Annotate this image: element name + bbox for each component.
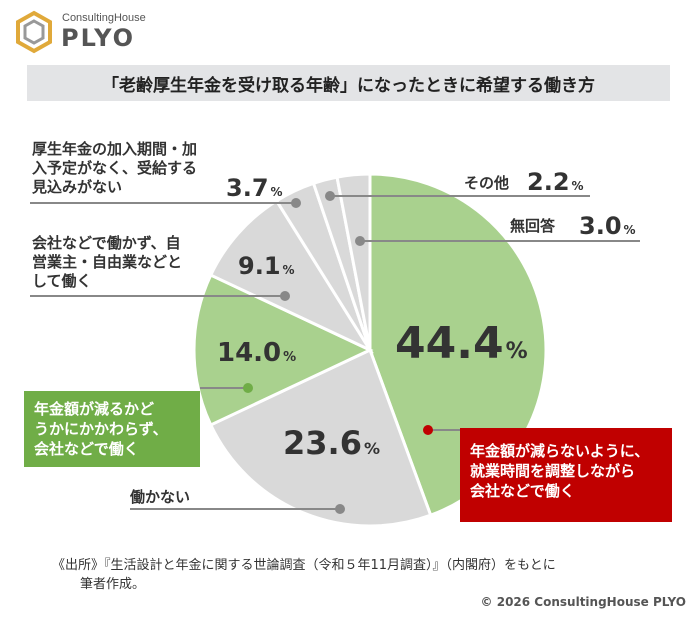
leader-dot-s0 bbox=[423, 425, 433, 435]
category-label-s6: 無回答 bbox=[510, 217, 556, 235]
hexagon-logo-icon bbox=[16, 10, 52, 54]
source-note: 《出所》『生活設計と年金に関する世論調査（令和５年11月調査）』（内閣府）をもと… bbox=[52, 556, 672, 594]
label-line: して働く bbox=[32, 272, 92, 290]
label-line: 就業時間を調整しながら bbox=[470, 462, 636, 480]
pct-unit: % bbox=[283, 350, 297, 365]
pct-label-s4: 3.7% bbox=[226, 174, 283, 202]
pct-value-s1: 23.6 bbox=[283, 424, 362, 462]
pie-slice-1 bbox=[208, 347, 433, 528]
category-label-s5: その他 bbox=[464, 174, 510, 192]
pct-label-s2: 14.0% bbox=[217, 338, 296, 368]
pct-label-s6: 3.0% bbox=[579, 212, 636, 240]
category-label-s4: 厚生年金の加入期間・加 入予定がなく、受給する 見込みがない bbox=[32, 140, 197, 197]
leader-dot-s4 bbox=[291, 198, 301, 208]
category-label-s1: 働かない bbox=[130, 488, 191, 506]
label-line: 見込みがない bbox=[32, 178, 123, 196]
label-line: 会社などで働く bbox=[470, 482, 575, 500]
leader-dot-s2 bbox=[243, 383, 253, 393]
pct-unit: % bbox=[363, 439, 380, 458]
label-line: うかにかかわらず、 bbox=[34, 420, 168, 438]
pct-value-s5: 2.2 bbox=[527, 168, 570, 196]
category-label-s3: 会社などで働かず、自 営業主・自由業などと して働く bbox=[32, 234, 182, 291]
pct-unit: % bbox=[270, 185, 283, 199]
pie-slice-6 bbox=[335, 172, 372, 351]
pct-label-s3: 9.1% bbox=[238, 252, 295, 280]
leader-dot-s6 bbox=[355, 236, 365, 246]
pct-unit: % bbox=[623, 223, 636, 237]
label-line: 年金額が減るかど bbox=[34, 400, 155, 418]
brand-logo: ConsultingHouse PLYO bbox=[14, 10, 154, 54]
pct-unit: % bbox=[571, 179, 584, 193]
pct-unit: % bbox=[282, 263, 295, 277]
pct-unit: % bbox=[505, 339, 528, 364]
label-line: 入予定がなく、受給する bbox=[32, 159, 198, 177]
copyright: © 2026 ConsultingHouse PLYO bbox=[480, 595, 686, 609]
chart-title: 「老齢厚生年金を受け取る年齢」になったときに希望する働き方 bbox=[27, 65, 670, 101]
brand-main: PLYO bbox=[61, 24, 136, 52]
leader-dot-s5 bbox=[325, 191, 335, 201]
pct-value-s4: 3.7 bbox=[226, 174, 269, 202]
label-line: 営業主・自由業などと bbox=[32, 253, 183, 271]
leader-dot-s1 bbox=[335, 504, 345, 514]
pct-value-s6: 3.0 bbox=[579, 212, 622, 240]
category-label-s0-box: 年金額が減らないように、 就業時間を調整しながら 会社などで働く bbox=[460, 428, 672, 522]
label-line: 年金額が減らないように、 bbox=[470, 442, 650, 460]
label-line: 会社などで働く bbox=[34, 440, 139, 458]
label-line: 会社などで働かず、自 bbox=[32, 234, 181, 252]
pct-label-s0: 44.4% bbox=[395, 318, 528, 369]
pct-label-s1: 23.6% bbox=[283, 424, 380, 462]
label-line: 厚生年金の加入期間・加 bbox=[32, 140, 198, 158]
pct-value-s0: 44.4 bbox=[395, 318, 504, 369]
pct-value-s2: 14.0 bbox=[217, 338, 282, 368]
source-line: 《出所》『生活設計と年金に関する世論調査（令和５年11月調査）』（内閣府）をもと… bbox=[52, 558, 556, 573]
brand-sub: ConsultingHouse bbox=[62, 12, 146, 24]
pct-value-s3: 9.1 bbox=[238, 252, 281, 280]
leader-dot-s3 bbox=[280, 291, 290, 301]
source-line: 筆者作成。 bbox=[80, 577, 146, 592]
pct-label-s5: 2.2% bbox=[527, 168, 584, 196]
category-label-s2-box: 年金額が減るかど うかにかかわらず、 会社などで働く bbox=[24, 391, 200, 467]
